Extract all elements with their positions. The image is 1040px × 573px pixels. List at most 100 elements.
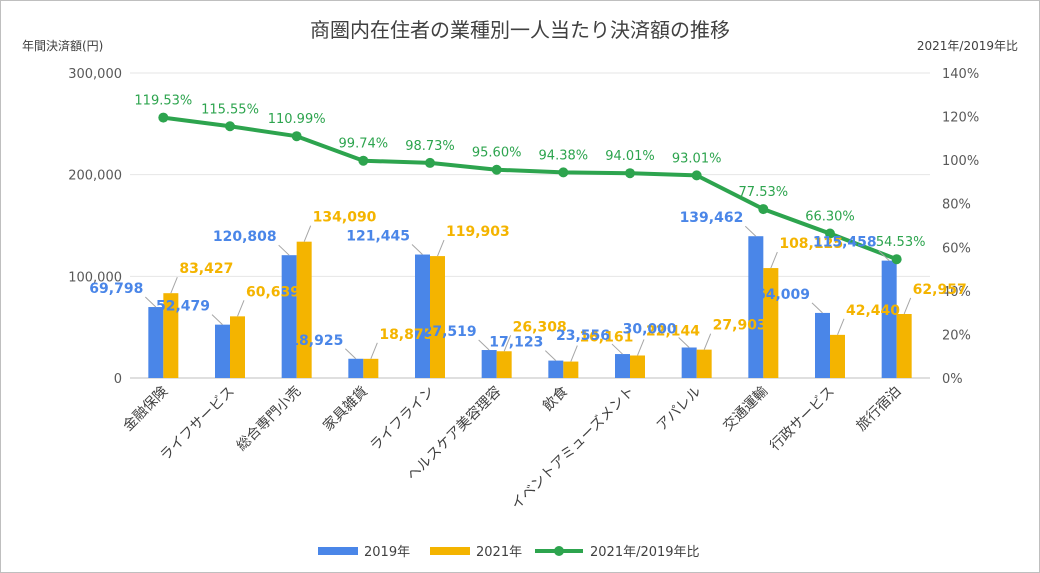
ratio-label: 66.30% bbox=[805, 210, 855, 225]
category-label: イベントアミューズメント bbox=[508, 384, 637, 513]
right-tick-label: 40% bbox=[942, 285, 971, 300]
leader-line-2019 bbox=[811, 302, 823, 314]
bar-2021 bbox=[630, 355, 645, 378]
label-2019: 120,808 bbox=[213, 229, 277, 245]
ratio-point bbox=[425, 157, 435, 168]
bar-2021 bbox=[163, 293, 179, 378]
ratio-point bbox=[625, 168, 635, 179]
label-2021: 22,144 bbox=[646, 323, 700, 339]
label-2021: 108,125 bbox=[779, 236, 843, 252]
label-2019: 30,000 bbox=[623, 322, 677, 338]
leader-line-2021 bbox=[370, 342, 378, 359]
ratio-line-path bbox=[161, 115, 899, 262]
right-tick-label: 120% bbox=[942, 111, 979, 126]
category-label: 旅行宿泊 bbox=[853, 383, 905, 435]
label-2019: 115,458 bbox=[813, 235, 877, 251]
ratio-label: 98.73% bbox=[405, 139, 455, 154]
label-2019: 17,123 bbox=[489, 335, 543, 351]
right-tick-label: 140% bbox=[942, 67, 979, 82]
bar-2021 bbox=[763, 268, 779, 378]
label-2021: 134,090 bbox=[313, 210, 377, 226]
bar-2021 bbox=[896, 313, 912, 378]
category-label: ライフライン bbox=[367, 384, 438, 455]
category-label: 交通運輸 bbox=[720, 383, 772, 435]
ratio-point bbox=[891, 254, 902, 265]
ratio-point bbox=[558, 167, 569, 178]
category-label: 家具雑貨 bbox=[320, 383, 372, 435]
leader-line-2021 bbox=[703, 333, 712, 350]
gridlines bbox=[130, 72, 930, 379]
leader-line-2021 bbox=[770, 251, 778, 269]
ratio-label: 94.38% bbox=[539, 148, 589, 163]
label-2021: 16,161 bbox=[579, 330, 633, 346]
ratio-point bbox=[825, 228, 835, 239]
leader-line-2019 bbox=[611, 343, 623, 355]
ratio-label: 93.01% bbox=[672, 151, 722, 166]
bar-2019 bbox=[215, 324, 230, 378]
leader-line-2021 bbox=[170, 276, 178, 294]
leader-line-2021 bbox=[570, 345, 578, 362]
label-2019: 27,519 bbox=[423, 324, 477, 340]
legend-swatch-2019 bbox=[318, 547, 358, 555]
label-2019: 64,009 bbox=[756, 287, 810, 303]
left-tick-label: 100,000 bbox=[68, 270, 122, 285]
bar-2019 bbox=[615, 354, 630, 378]
label-2019: 18,925 bbox=[289, 333, 343, 349]
ratio-label: 99.74% bbox=[339, 137, 389, 152]
chart-title: 商圏内在住者の業種別一人当たり決済額の推移 bbox=[310, 18, 730, 42]
leader-line-2021 bbox=[237, 300, 245, 317]
right-tick-label: 100% bbox=[942, 154, 979, 169]
legend-label-2019: 2019年 bbox=[364, 545, 410, 560]
ratio-point bbox=[358, 155, 369, 166]
bar-data-labels: 69,798 83,427 52,479 60,639 120,808 134,090 18… bbox=[89, 210, 967, 362]
ratio-label: 115.55% bbox=[201, 102, 259, 117]
right-tick-label: 20% bbox=[942, 328, 971, 343]
bar-2021 bbox=[496, 351, 512, 378]
ratio-line: 119.53% 115.55% 110.99% 99.74% 98.73% 95.60% 9… bbox=[134, 94, 925, 265]
label-2021: 42,440 bbox=[846, 303, 900, 319]
bar-2021 bbox=[430, 256, 445, 378]
ratio-label: 119.53% bbox=[134, 94, 192, 109]
left-axis-title: 年間決済額(円) bbox=[22, 38, 103, 53]
leader-line-2019 bbox=[878, 250, 890, 261]
bar-2021 bbox=[563, 361, 579, 378]
left-axis-ticks: 0 100,000 200,000 300,000 bbox=[68, 67, 122, 387]
ratio-label: 110.99% bbox=[268, 112, 326, 127]
leader-line-2019 bbox=[478, 339, 490, 351]
bar-2019 bbox=[881, 260, 897, 378]
label-2019: 121,445 bbox=[346, 229, 410, 245]
right-axis-ticks: 0% 20% 40% 60% 80% 100% 120% 140% bbox=[942, 67, 979, 387]
leader-line-2021 bbox=[437, 239, 445, 257]
leader-line-2021 bbox=[503, 335, 512, 352]
bar-2019 bbox=[348, 358, 364, 378]
label-2021: 60,639 bbox=[246, 284, 300, 300]
legend-label-ratio: 2021年/2019年比 bbox=[590, 545, 700, 560]
leader-line-2019 bbox=[211, 314, 223, 326]
bar-2019 bbox=[148, 307, 164, 378]
leader-line-2019 bbox=[144, 296, 157, 308]
leader-line-2019 bbox=[411, 244, 423, 255]
bar-2019 bbox=[415, 254, 430, 378]
leader-line-2019 bbox=[544, 350, 557, 361]
ratio-point bbox=[158, 112, 169, 123]
leader-line-2019 bbox=[278, 244, 290, 256]
category-label: 飲食 bbox=[539, 383, 571, 415]
right-tick-label: 80% bbox=[942, 198, 971, 213]
ratio-point bbox=[691, 170, 702, 181]
leader-line-2021 bbox=[837, 318, 845, 336]
bar-2021 bbox=[696, 349, 712, 378]
bar-2021 bbox=[830, 334, 845, 378]
label-2019: 23,556 bbox=[556, 328, 610, 344]
bar-2019 bbox=[481, 350, 497, 378]
right-tick-label: 60% bbox=[942, 241, 971, 256]
ratio-point bbox=[291, 131, 302, 142]
left-tick-label: 0 bbox=[114, 372, 122, 387]
label-2019: 52,479 bbox=[156, 299, 210, 315]
category-label: 総合専門小売 bbox=[234, 384, 305, 455]
bar-2019 bbox=[748, 236, 764, 378]
legend-swatch-2021 bbox=[430, 547, 470, 555]
label-2021: 119,903 bbox=[446, 224, 510, 240]
bars bbox=[148, 236, 912, 378]
category-label: アパレル bbox=[654, 384, 705, 435]
